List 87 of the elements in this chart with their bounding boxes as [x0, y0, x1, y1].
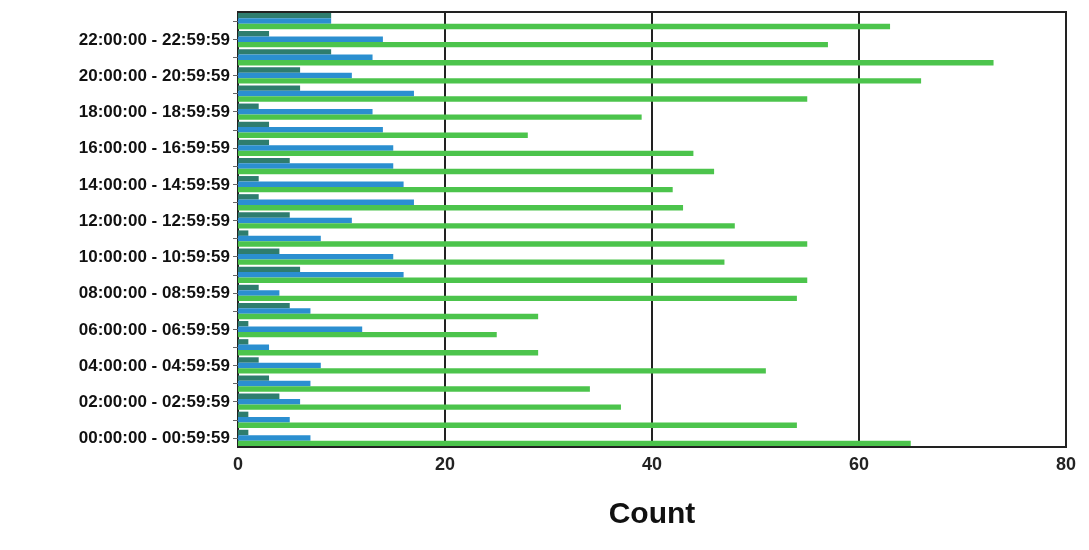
x-tick-label: 60 — [848, 454, 870, 474]
bar — [238, 186, 673, 193]
bar — [238, 398, 301, 405]
bar — [238, 168, 715, 175]
bar — [238, 235, 321, 242]
bar — [238, 217, 352, 224]
bar — [238, 96, 808, 102]
y-tick-label: 22:00:00 - 22:59:59 — [78, 29, 230, 49]
bar — [238, 362, 321, 369]
bar — [238, 253, 394, 260]
bar — [238, 241, 808, 247]
bar — [238, 326, 363, 332]
bar — [238, 212, 290, 218]
bar — [238, 290, 280, 296]
bar — [238, 386, 590, 392]
bar — [238, 31, 270, 37]
y-tick-label: 10:00:00 - 10:59:59 — [78, 247, 230, 267]
bar — [238, 230, 249, 236]
bar — [238, 435, 311, 441]
bar — [238, 308, 311, 314]
y-tick-label: 12:00:00 - 12:59:59 — [78, 210, 230, 230]
bar — [238, 357, 259, 363]
y-tick-label: 20:00:00 - 20:59:59 — [78, 65, 230, 85]
bar — [238, 417, 290, 423]
bar — [238, 380, 311, 387]
bar — [238, 199, 414, 206]
bar — [238, 259, 725, 265]
x-axis-title: Count — [608, 495, 696, 529]
bar — [238, 176, 259, 182]
bar — [238, 295, 797, 302]
x-tick-label: 80 — [1055, 454, 1077, 474]
bar — [238, 302, 290, 309]
y-tick-label: 06:00:00 - 06:59:59 — [78, 319, 230, 339]
bar — [238, 18, 332, 24]
bar — [238, 139, 270, 146]
bar — [238, 181, 404, 187]
bar — [238, 127, 383, 133]
bar — [238, 266, 301, 273]
bar — [238, 272, 404, 278]
bar — [238, 36, 383, 42]
bar — [238, 344, 270, 351]
bar — [238, 72, 352, 79]
bar — [238, 67, 301, 73]
bar — [238, 194, 259, 200]
bar — [238, 78, 922, 84]
bar — [238, 331, 497, 338]
bar — [238, 60, 994, 66]
bar — [238, 393, 280, 399]
bar — [238, 440, 911, 447]
bar — [238, 284, 259, 291]
bar — [238, 114, 642, 120]
y-tick-label: 04:00:00 - 04:59:59 — [78, 355, 230, 375]
bar — [238, 277, 808, 283]
x-tick-label: 20 — [434, 454, 456, 474]
bar — [238, 12, 332, 19]
bar — [238, 49, 332, 55]
y-tick-label: 08:00:00 - 08:59:59 — [78, 283, 230, 303]
bar — [238, 121, 270, 128]
bar — [238, 23, 891, 30]
bar — [238, 404, 621, 410]
bar — [238, 41, 828, 48]
y-tick-label: 02:00:00 - 02:59:59 — [78, 392, 230, 412]
bar — [238, 103, 259, 109]
bar — [238, 163, 394, 169]
y-tick-label: 18:00:00 - 18:59:59 — [78, 102, 230, 122]
bar — [238, 223, 735, 229]
y-tick-label: 00:00:00 - 00:59:59 — [78, 428, 230, 448]
bar — [238, 157, 290, 164]
y-tick-label: 14:00:00 - 14:59:59 — [78, 174, 230, 194]
x-tick-label: 40 — [641, 454, 663, 474]
bar — [238, 90, 414, 97]
x-tick-label: 0 — [232, 454, 244, 474]
bar — [238, 248, 280, 254]
bar — [238, 375, 270, 381]
bar — [238, 132, 528, 138]
bar — [238, 339, 249, 345]
bar — [238, 205, 684, 211]
bar — [238, 54, 373, 61]
bar — [238, 85, 301, 91]
bar — [238, 422, 797, 428]
bar — [238, 150, 694, 157]
bar — [238, 145, 394, 151]
bar — [238, 368, 766, 374]
bar — [238, 350, 539, 356]
bar — [238, 313, 539, 320]
bar — [238, 108, 373, 115]
y-tick-label: 16:00:00 - 16:59:59 — [78, 138, 230, 158]
